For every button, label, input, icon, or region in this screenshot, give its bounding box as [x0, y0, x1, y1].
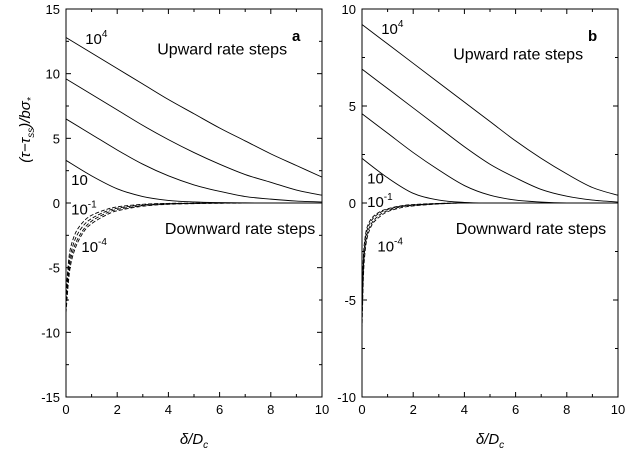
y-tick-label-a: -5: [48, 261, 60, 276]
y-tick-label-b: -10: [337, 390, 356, 405]
x-tick-label-b: 6: [512, 402, 519, 417]
y-tick-label-a: 15: [46, 2, 60, 17]
annotation-upward-b: Upward rate steps: [453, 46, 583, 63]
y-tick-label-a: 10: [46, 67, 60, 82]
x-tick-label-b: 4: [461, 402, 468, 417]
y-tick-label-a: -10: [41, 325, 60, 340]
series-line-b-6: [361, 202, 618, 310]
series-line-a-4: [65, 202, 323, 313]
annotation-low-up-curve-b: 10: [367, 171, 384, 188]
x-tick-label-a: 2: [114, 402, 121, 417]
y-tick-label-a: 0: [53, 196, 60, 211]
y-tick-label-a: -15: [41, 390, 60, 405]
x-tick-label-b: 2: [410, 402, 417, 417]
series-line-b-7: [361, 202, 618, 301]
annotation-high-down-curve-b: 10-1: [367, 192, 393, 211]
series-line-b-1: [361, 68, 619, 203]
annotation-low-down-curve-b: 10-4: [377, 237, 403, 256]
series-line-a-6: [65, 202, 322, 301]
x-tick-label-a: 10: [315, 402, 329, 417]
y-tick-label-a: 5: [53, 131, 60, 146]
x-tick-label-a: 0: [62, 402, 69, 417]
annotation-high-down-curve-a: 10-1: [71, 200, 97, 219]
series-line-b-0: [361, 24, 619, 196]
x-axis-label-b: δ/Dc: [476, 431, 504, 451]
y-axis-label: (τ−τss)/bσ*: [17, 96, 37, 163]
annotation-low-down-curve-a: 10-4: [81, 237, 107, 256]
annotation-downward-b: Downward rate steps: [456, 221, 606, 238]
annotation-top-curve-a: 104: [85, 29, 108, 48]
x-tick-label-b: 0: [358, 402, 365, 417]
series-line-b-2: [361, 113, 618, 204]
annotation-top-curve-b: 104: [381, 19, 404, 38]
x-tick-label-a: 6: [216, 402, 223, 417]
x-tick-label-b: 8: [563, 402, 570, 417]
panel-label-a: a: [292, 28, 301, 45]
panel-label-b: b: [588, 28, 597, 45]
annotation-downward-a: Downward rate steps: [165, 221, 315, 238]
series-line-a-7: [65, 202, 322, 294]
x-axis-label-a: δ/Dc: [180, 431, 208, 451]
x-tick-label-a: 4: [165, 402, 172, 417]
series-line-b-4: [361, 202, 618, 330]
series-line-a-0: [65, 37, 323, 178]
y-tick-label-b: 10: [342, 2, 356, 17]
x-tick-label-a: 8: [267, 402, 274, 417]
annotation-upward-a: Upward rate steps: [157, 41, 287, 58]
y-tick-label-b: 5: [349, 99, 356, 114]
panel-a: 0 2 4 6 8 10 -15 -10 -5 0 5 10 15 a Upward rate steps D…: [41, 2, 329, 417]
y-tick-label-b: 0: [349, 196, 356, 211]
series-line-a-5: [65, 202, 323, 307]
panel-b: 0 2 4 6 8 10 -10 -5 0 5 10 b Upward rate steps Downwa…: [337, 2, 625, 417]
series-line-a-1: [65, 78, 323, 196]
series-line-a-2: [65, 118, 323, 203]
y-tick-label-b: -5: [344, 293, 356, 308]
annotation-low-up-curve-a: 10: [71, 172, 88, 189]
series-line-a-3: [65, 159, 322, 204]
x-tick-label-b: 10: [611, 402, 625, 417]
